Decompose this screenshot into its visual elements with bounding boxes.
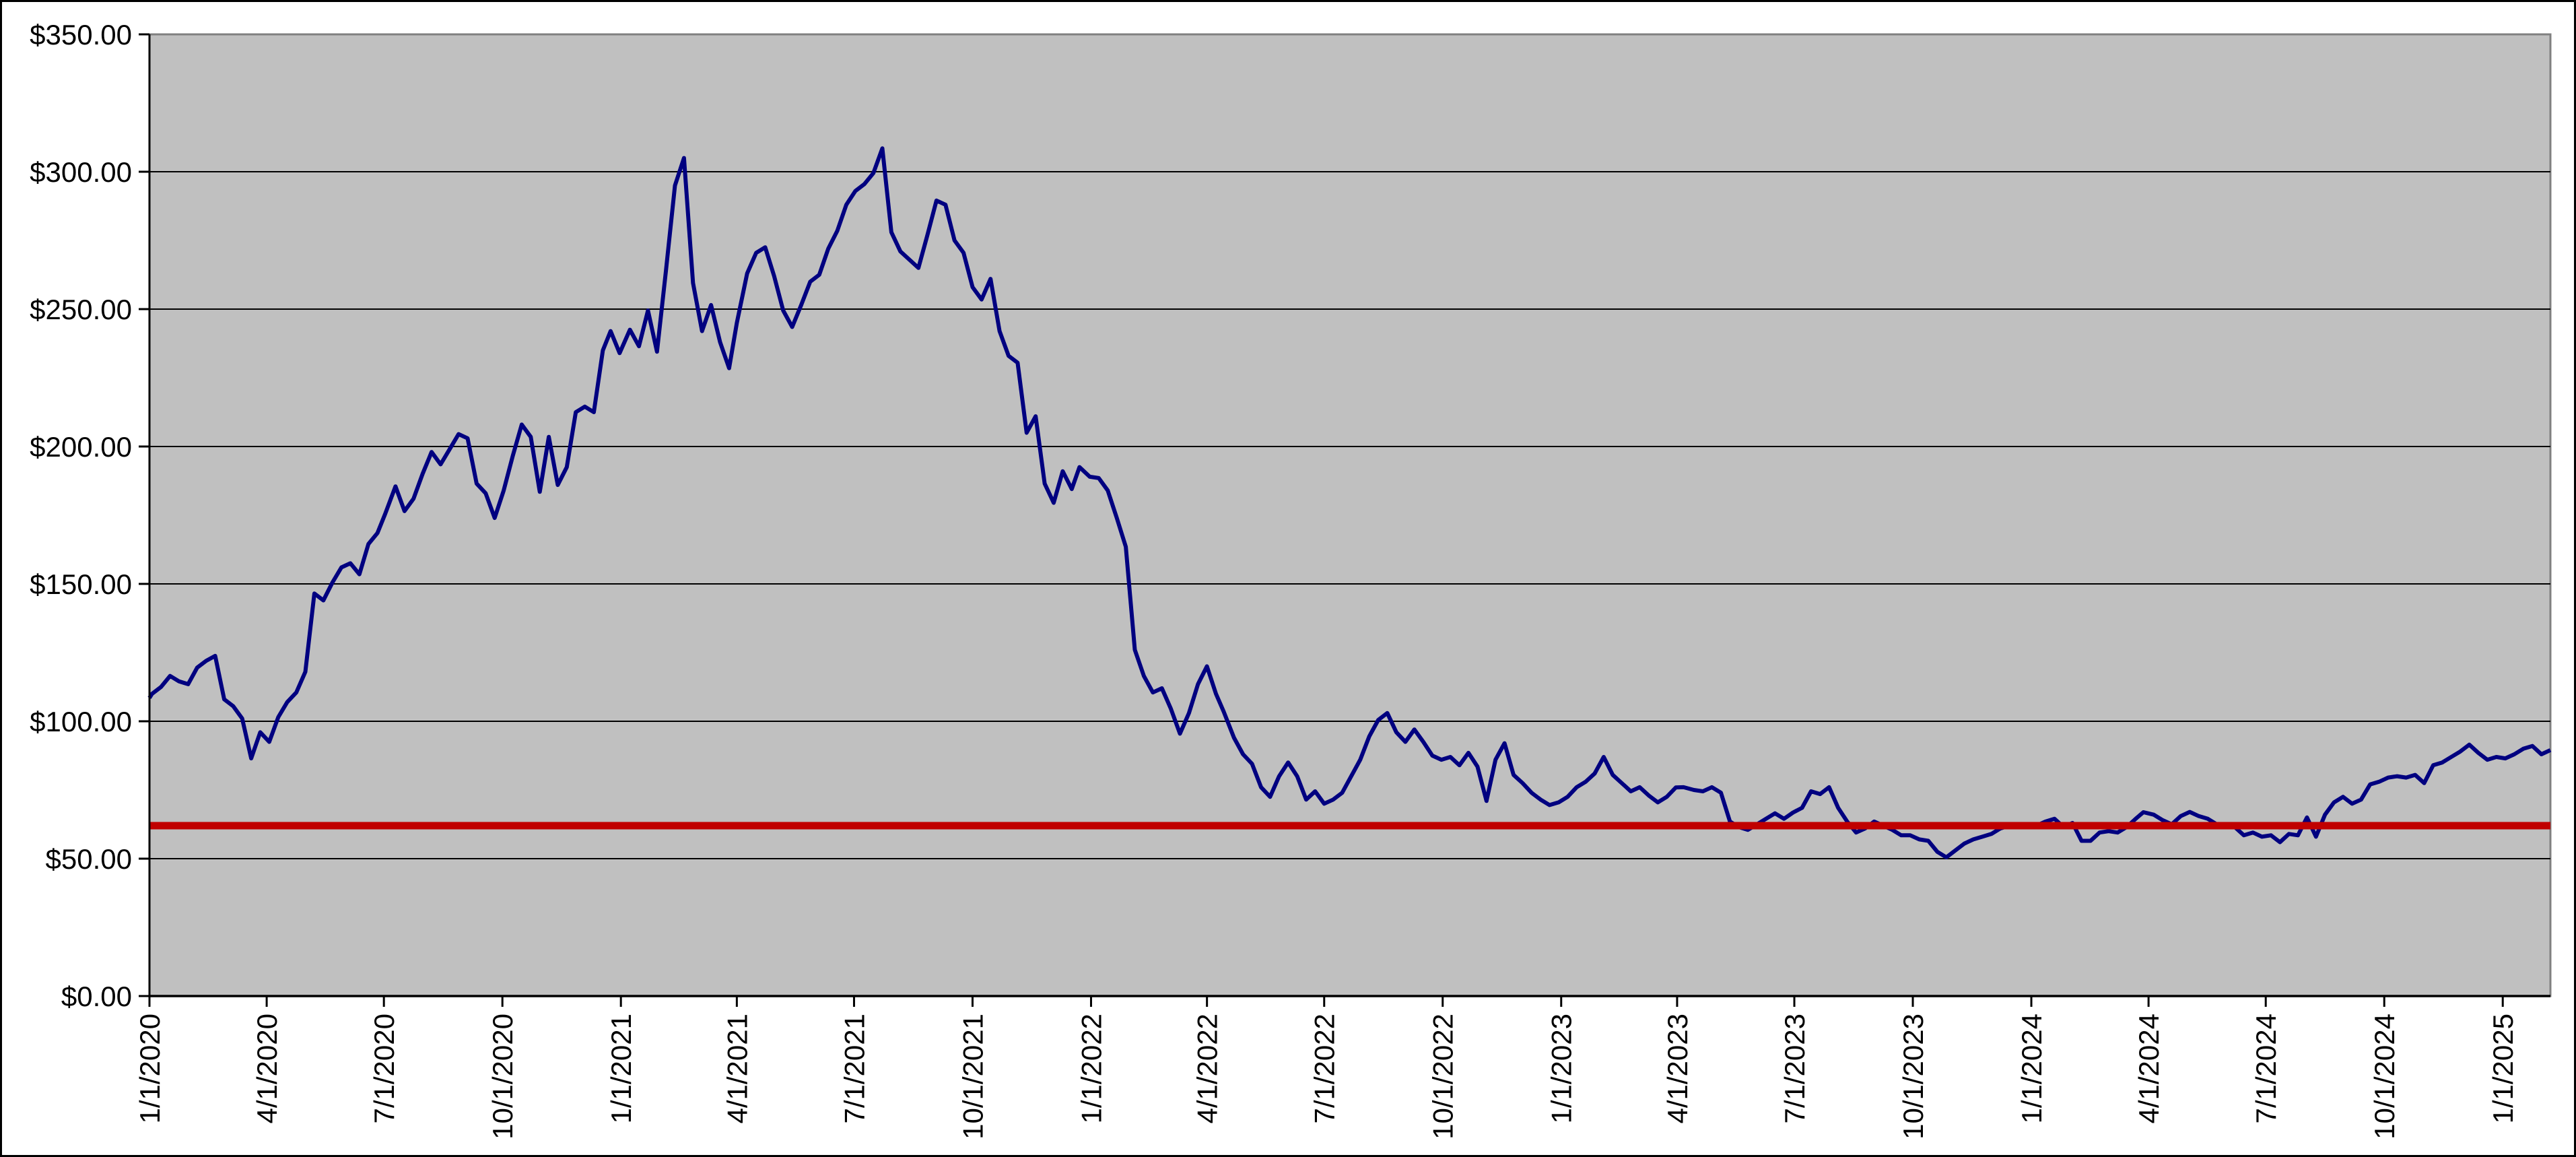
y-axis-label: $300.00 [30, 156, 132, 188]
x-axis-label: 1/1/2021 [605, 1014, 637, 1124]
x-axis-label: 7/1/2023 [1779, 1014, 1810, 1124]
x-axis-label: 4/1/2022 [1192, 1014, 1223, 1124]
y-axis-label: $0.00 [61, 981, 132, 1012]
y-axis-labels: $350.00 $300.00 $250.00 $200.00 $150.00 $100.… [30, 19, 132, 1012]
x-axis-label: 1/1/2020 [134, 1014, 166, 1124]
y-axis-label: $50.00 [46, 843, 132, 875]
y-axis-label: $100.00 [30, 706, 132, 737]
x-axis-label: 1/1/2023 [1546, 1014, 1578, 1124]
x-axis-label: 4/1/2023 [1662, 1014, 1693, 1124]
y-axis-label: $350.00 [30, 19, 132, 51]
series-group [147, 146, 2552, 859]
x-axis-label: 4/1/2021 [721, 1014, 753, 1124]
x-axis-label: 1/1/2024 [2016, 1014, 2047, 1124]
y-axis-label: $150.00 [30, 568, 132, 600]
daily-price-line[interactable] [147, 146, 2552, 859]
x-axis-label: 1/1/2022 [1075, 1014, 1107, 1124]
y-axis-label: $250.00 [30, 294, 132, 325]
x-axis-label: 7/1/2024 [2250, 1014, 2282, 1124]
x-axis-label: 10/1/2021 [957, 1014, 988, 1139]
x-axis-label: 7/1/2020 [368, 1014, 400, 1124]
x-axis-label: 10/1/2022 [1427, 1014, 1459, 1139]
x-axis-label: 10/1/2024 [2369, 1014, 2400, 1139]
x-axis-label: 10/1/2020 [487, 1014, 518, 1139]
y-axis-label: $200.00 [30, 431, 132, 463]
x-axis-label: 7/1/2021 [838, 1014, 870, 1124]
x-axis-label: 4/1/2020 [251, 1014, 283, 1124]
axes-group [139, 33, 2550, 1007]
x-axis-label: 7/1/2022 [1309, 1014, 1341, 1124]
plot-area[interactable] [148, 33, 2552, 997]
plot-area-group [148, 33, 2552, 997]
x-axis-label: 1/1/2025 [2487, 1014, 2519, 1124]
x-axis-label: 4/1/2024 [2133, 1014, 2165, 1124]
x-axis-labels: 1/1/2020 4/1/2020 7/1/2020 10/1/2020 1/1/202… [134, 1014, 2519, 1139]
x-axis-label: 10/1/2023 [1897, 1014, 1929, 1139]
